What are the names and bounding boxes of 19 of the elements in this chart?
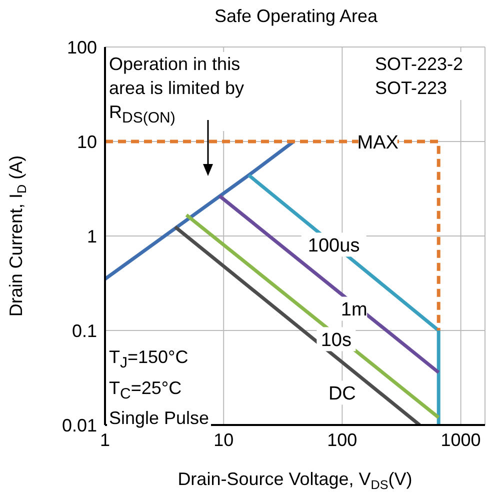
- annotation: MAX: [357, 132, 399, 154]
- annotation: 100us: [308, 236, 360, 257]
- annotation: SOT-223-2 SOT-223: [375, 54, 464, 98]
- annotation: 10s: [320, 330, 352, 352]
- y-tick-label: 0.1: [72, 320, 97, 341]
- x-tick-label: 10: [214, 430, 234, 450]
- x-tick-label: 1: [100, 430, 110, 450]
- annotation: DC: [328, 384, 356, 405]
- y-tick-label: 100: [66, 37, 97, 58]
- y-tick-label: 10: [76, 132, 97, 152]
- x-tick-label: 100: [327, 430, 358, 450]
- annotation: 1m: [340, 300, 368, 321]
- y-tick-label: 0.01: [62, 415, 97, 436]
- annotation: Operation in this area is limited by R$_{DS(ON)}$: [109, 54, 244, 127]
- y-tick-label: 1: [86, 226, 97, 246]
- chart-title: Safe Operating Area: [213, 6, 379, 27]
- annotation: T$_{J}$=150°C T$_{C}$=25°C Single Pulse: [109, 347, 210, 428]
- x-tick-label: 1000: [440, 430, 481, 450]
- x-axis-title: Drain-Source Voltage, V$_{DS}$(V): [178, 469, 412, 492]
